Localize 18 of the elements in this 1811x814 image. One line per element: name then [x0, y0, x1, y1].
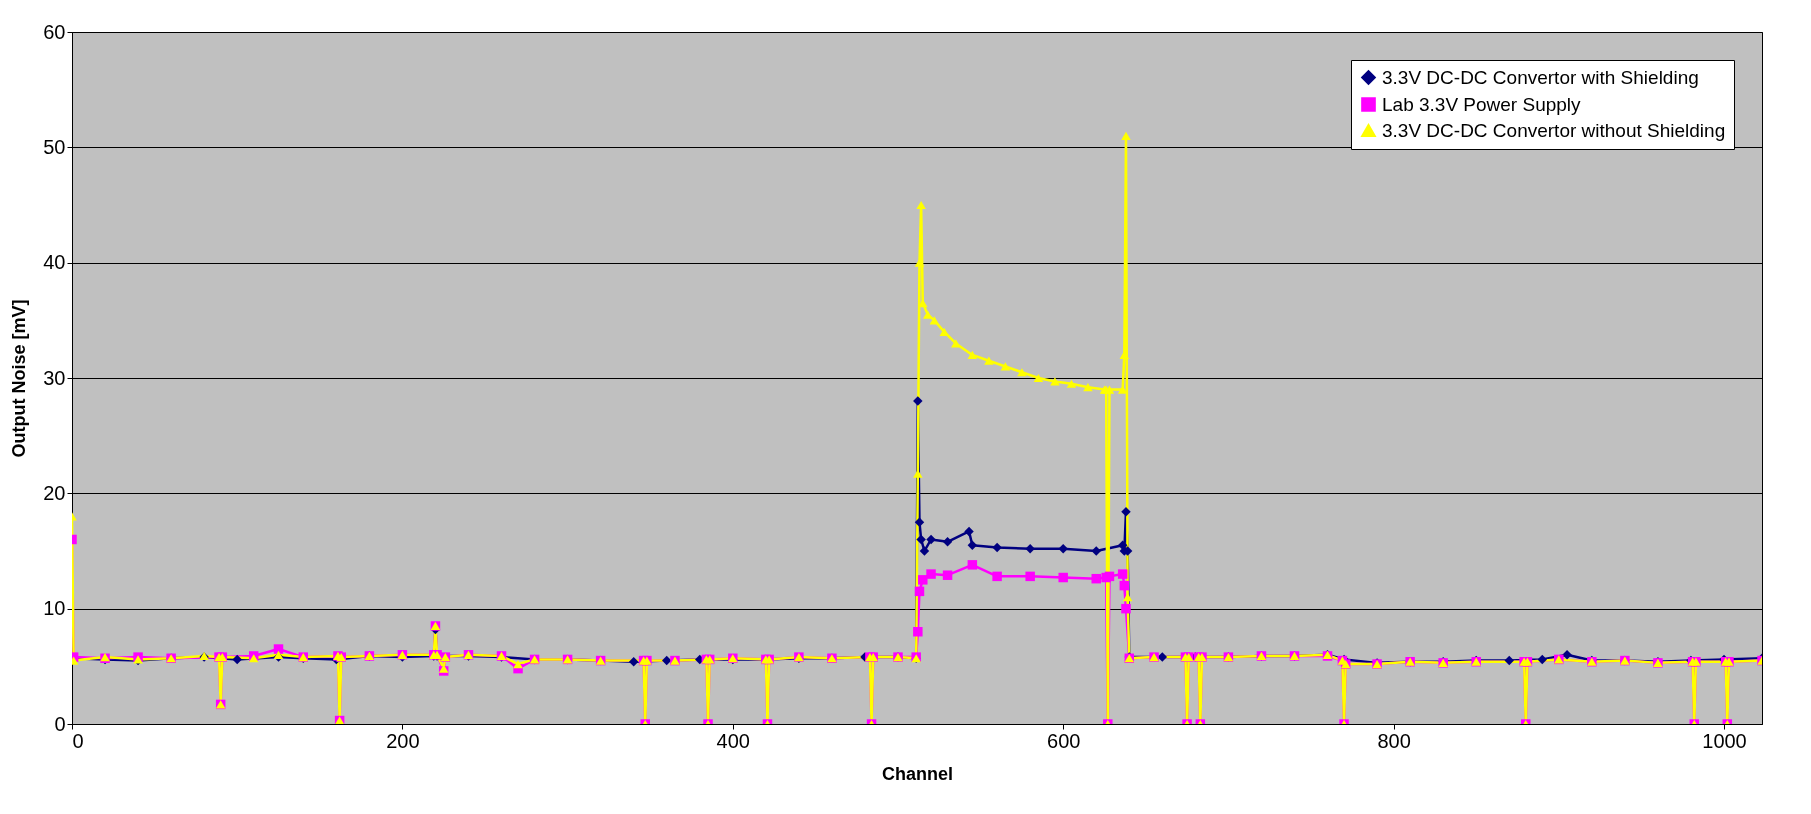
x-tick-label: 1000 [1702, 729, 1747, 752]
x-tick-label: 400 [716, 729, 750, 752]
x-tick-label: 200 [386, 729, 420, 752]
y-tick-label: 10 [43, 597, 66, 620]
x-axis-title: Channel [881, 763, 954, 784]
legend-label: 3.3V DC-DC Convertor with Shielding [1382, 66, 1699, 88]
legend-label: Lab 3.3V Power Supply [1382, 93, 1582, 115]
y-tick-label: 0 [54, 712, 66, 735]
y-tick-label: 20 [43, 481, 66, 504]
y-tick-label: 50 [43, 135, 66, 158]
x-tick-label: 0 [72, 729, 84, 752]
x-tick-label: 800 [1377, 729, 1411, 752]
y-tick-label: 30 [43, 366, 66, 389]
legend-label: 3.3V DC-DC Convertor without Shielding [1382, 119, 1726, 141]
y-axis-title: Output Noise [mV] [9, 299, 30, 458]
x-tick-label: 600 [1047, 729, 1081, 752]
y-tick-label: 40 [43, 251, 66, 274]
y-tick-label: 60 [43, 20, 66, 43]
